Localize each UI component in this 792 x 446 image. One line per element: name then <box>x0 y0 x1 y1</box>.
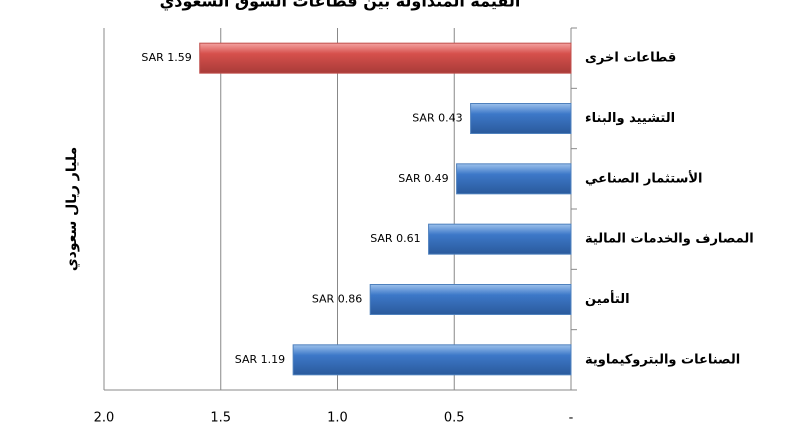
y-axis-label: مليار ريال سعودي <box>64 147 81 271</box>
y-tick-label: قطاعات اخرى <box>585 51 676 66</box>
x-tick-label: - <box>569 411 574 426</box>
bar <box>369 284 572 315</box>
y-tick-label: التشييد والبناء <box>585 111 675 126</box>
bar <box>292 344 572 376</box>
y-tick-label: التأمين <box>585 290 630 307</box>
value-label: SAR 0.49 <box>398 172 448 185</box>
value-label: SAR 1.59 <box>141 51 191 64</box>
bar <box>199 42 572 74</box>
y-tick-label: الصناعات والبتروكيماوية <box>585 352 740 367</box>
x-tick-label: 2.0 <box>94 411 115 426</box>
value-label: SAR 0.43 <box>412 112 462 125</box>
chart-title: القيمة المتداولة بين قطاعات السوق السعود… <box>160 0 521 12</box>
y-tick-label: المصارف والخدمات المالية <box>585 232 754 247</box>
bar <box>428 223 572 255</box>
x-tick-label: 0.5 <box>444 411 465 426</box>
value-label: SAR 0.61 <box>370 232 420 245</box>
x-tick-label: 1.0 <box>327 411 348 426</box>
value-label: SAR 1.19 <box>235 353 285 366</box>
y-tick-label: الأستثمار الصناعي <box>585 169 703 186</box>
bar <box>456 163 572 195</box>
x-tick-label: 1.5 <box>210 411 231 426</box>
bar <box>470 103 572 134</box>
value-label: SAR 0.86 <box>312 293 362 306</box>
